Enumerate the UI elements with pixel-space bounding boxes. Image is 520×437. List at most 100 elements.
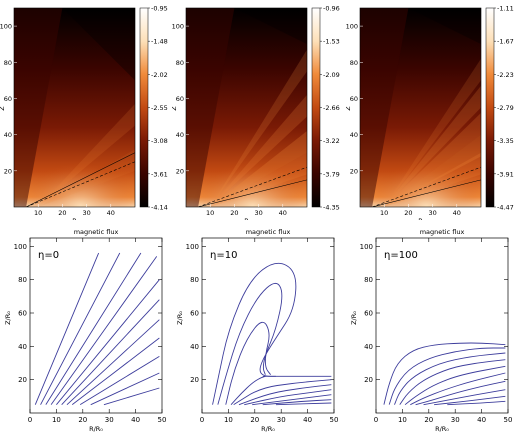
x-tick-label: 30 [277,416,286,424]
x-tick-label: 50 [330,416,339,424]
x-tick-label: 40 [107,209,115,217]
field-line [61,299,160,405]
y-tick-label: 100 [172,23,184,31]
plot-frame [375,237,509,414]
plot-frame [185,7,308,208]
contour-line [372,179,481,207]
y-tick-label: 100 [186,243,199,251]
y-tick-label: 40 [176,131,184,139]
eta-annotation: η=0 [38,250,59,261]
colorbar-label: -2.66 [323,104,340,112]
y-tick-label: 100 [346,23,358,31]
field-line [238,384,332,406]
colorbar [311,7,321,208]
x-tick-label: 40 [453,209,461,217]
heatmap-streak [384,152,481,207]
flux-lines [34,252,160,406]
plot-frame [359,7,482,208]
y-tick-label: 80 [364,276,373,284]
flux-panel-3: magnetic flux η=100 0 10 20 30 40 50 20 40 60 80 100… [350,228,512,433]
field-line [230,375,266,405]
colorbar-label: -3.91 [497,170,514,178]
field-line [394,352,506,405]
field-line [233,379,332,406]
colorbar-label: -4.14 [151,204,168,212]
contour-line [25,152,135,207]
field-line [404,365,506,406]
field-line [103,387,160,406]
heatmap-dark-wedge [360,8,409,207]
eta-annotation: η=100 [384,250,418,261]
x-tick-label: 30 [428,209,436,217]
x-tick-label: 40 [303,416,312,424]
x-tick-label: 0 [200,416,204,424]
colorbar-label: -1.53 [323,38,340,46]
y-tick-label: 80 [4,59,12,67]
flux-lines [212,262,332,406]
x-tick-label: 10 [206,209,214,217]
y-axis-label: Z/R₀ [350,311,358,325]
flux-panel-1: magnetic flux η=0 0 10 20 30 40 50 20 40 60 80 100 R/… [4,228,166,433]
x-tick-label: 30 [105,416,114,424]
y-tick-label: 20 [18,376,27,384]
heatmap-structures [14,8,135,207]
colorbar-label: -2.09 [323,71,340,79]
heatmap-panel-1: 10 20 30 40 20 40 60 80 100 R Z -0.95 -1.48 -2.02 -2.5… [0,5,168,221]
colorbar-label: -3.22 [323,137,340,145]
y-tick-label: 40 [18,343,27,351]
flux-panel-2: magnetic flux η=10 0 10 20 30 40 50 20 40 60 80 100 R… [176,228,339,433]
x-tick-label: 40 [131,416,140,424]
field-line [447,400,506,406]
field-line [79,355,160,406]
plot-title: magnetic flux [420,228,465,236]
y-tick-label: 40 [4,131,12,139]
x-tick-label: 20 [250,416,259,424]
heatmap-streak [38,103,135,207]
flux-lines [383,342,506,406]
y-tick-label: 60 [350,95,358,103]
contour-dashed [197,166,307,207]
field-line [262,399,332,406]
x-tick-label: 10 [380,209,388,217]
field-line [34,252,100,405]
x-axis-label: R [72,217,77,220]
heatmap-panel-2: 10 20 30 40 20 40 60 80 100 R Z -0.96 -1.53 -2.09 -2.6… [172,5,340,221]
field-line [410,372,506,406]
colorbar-label: -2.23 [497,71,514,79]
y-axis-label: Z [0,106,6,111]
y-tick-label: 60 [4,95,12,103]
field-line [434,395,506,406]
y-axis-label: Z [172,106,178,111]
field-line [56,279,160,405]
y-tick-label: 80 [350,59,358,67]
field-line [383,342,506,405]
field-line [225,321,271,405]
y-tick-label: 100 [0,23,12,31]
y-tick-label: 100 [360,243,373,251]
field-line [71,337,160,406]
plot-title: magnetic flux [74,228,119,236]
x-axis-label: R/R₀ [261,425,275,433]
colorbar-label: -3.61 [151,170,168,178]
colorbar-label: -3.79 [323,170,340,178]
y-axis-label: Z [346,106,352,111]
field-line [423,389,506,406]
field-line [415,380,506,406]
colorbar [139,7,149,208]
y-tick-label: 40 [364,343,373,351]
x-tick-label: 20 [404,209,412,217]
heatmap-dark-wedge [186,8,235,207]
x-axis-label: R [418,217,423,220]
eta-annotation: η=10 [210,250,237,261]
colorbar-label: -1.48 [151,38,168,46]
y-tick-label: 60 [364,310,373,318]
x-tick-label: 10 [398,416,407,424]
x-tick-label: 30 [82,209,90,217]
heatmap-panel-3: 10 20 30 40 20 40 60 80 100 R Z -1.11 -1.67 -2.23 -2.7… [346,5,514,221]
y-tick-label: 80 [190,276,199,284]
field-line [217,282,283,405]
x-tick-label: 10 [34,209,42,217]
colorbar-label: -2.02 [151,71,168,79]
colorbar-label: -0.96 [323,5,340,13]
x-tick-label: 30 [451,416,460,424]
